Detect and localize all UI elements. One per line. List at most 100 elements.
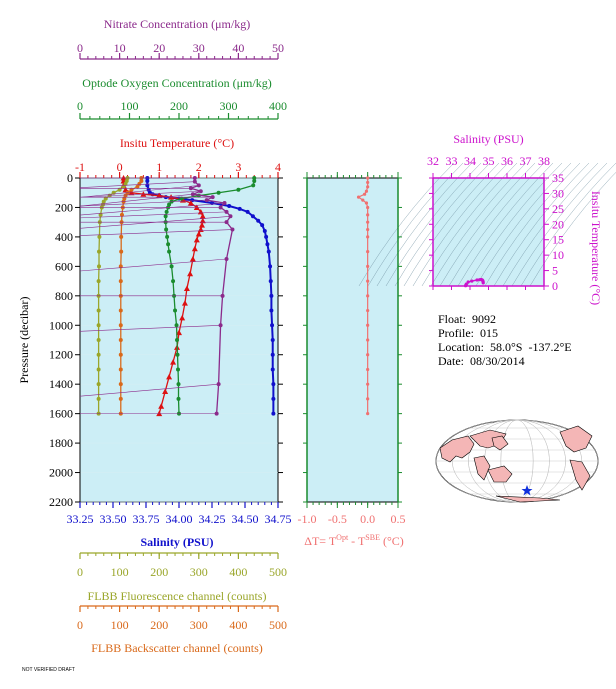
delta-t-point bbox=[366, 294, 370, 298]
delta-t-label-part: (°C) bbox=[380, 534, 404, 548]
data-point-backscatter bbox=[118, 279, 123, 284]
temperature-tick-label: 3 bbox=[235, 160, 241, 174]
data-point-backscatter bbox=[118, 367, 123, 372]
oxygen-tick-label: 0 bbox=[77, 99, 83, 113]
data-point-backscatter bbox=[118, 396, 123, 401]
data-point-backscatter bbox=[119, 249, 124, 254]
data-point-fluorescence bbox=[121, 184, 126, 189]
data-point-fluorescence bbox=[96, 338, 101, 342]
pressure-tick-label: 1800 bbox=[49, 436, 73, 450]
data-point-salinity bbox=[227, 203, 232, 208]
data-point-temperature bbox=[158, 403, 165, 409]
ts-y-tick-label: 35 bbox=[552, 171, 564, 185]
isopycnal-curve bbox=[358, 162, 455, 287]
delta-t-label-part: Opt bbox=[336, 533, 349, 542]
isopycnal-curve bbox=[520, 162, 616, 287]
temperature-tick-label: 0 bbox=[117, 160, 123, 174]
data-point-temperature bbox=[179, 314, 186, 321]
salinity-tick-label: 33.50 bbox=[100, 512, 127, 526]
ts-x-tick-label: 36 bbox=[501, 154, 513, 168]
ts-point bbox=[481, 281, 485, 285]
nitrate-connector bbox=[79, 199, 207, 207]
axes-layer bbox=[75, 53, 549, 612]
delta-t-axis-label: ΔT= TOpt - TSBE (°C) bbox=[304, 533, 404, 548]
data-point-fluorescence bbox=[96, 382, 101, 387]
data-point-temperature bbox=[156, 192, 163, 199]
temperature-tick-label: -1 bbox=[75, 160, 85, 174]
data-point-salinity bbox=[269, 308, 274, 313]
map-landmass bbox=[439, 435, 475, 463]
map-landmass bbox=[487, 465, 513, 483]
isopycnal-curve bbox=[394, 162, 491, 287]
delta-t-tick-label: 0.5 bbox=[391, 512, 406, 526]
data-point-temperature bbox=[191, 245, 198, 252]
fluorescence-tick-label: 100 bbox=[111, 565, 129, 579]
nitrate-tick-label: 40 bbox=[232, 41, 244, 55]
data-point-temperature bbox=[199, 213, 206, 219]
backscatter-tick-label: 300 bbox=[190, 618, 208, 632]
data-point-backscatter bbox=[118, 323, 123, 328]
nitrate-connector bbox=[79, 181, 195, 188]
nitrate-tick-label: 0 bbox=[77, 41, 83, 55]
data-point-oxygen bbox=[179, 196, 184, 201]
data-point-salinity bbox=[270, 367, 275, 372]
nitrate-connector bbox=[79, 211, 227, 219]
data-point-oxygen bbox=[169, 264, 174, 269]
nitrate-connector bbox=[79, 258, 227, 272]
data-point-temperature bbox=[181, 300, 188, 306]
data-point-backscatter bbox=[129, 187, 134, 192]
isopycnal-curve bbox=[385, 162, 482, 287]
world-map bbox=[435, 419, 599, 503]
temperature-axis-title: Insitu Temperature (°C) bbox=[120, 136, 234, 150]
isopycnal-curve bbox=[475, 162, 572, 287]
data-point-salinity bbox=[245, 209, 250, 214]
data-point-oxygen bbox=[176, 367, 181, 372]
delta-t-label-part: ΔT= T bbox=[304, 534, 337, 548]
data-point-temperature bbox=[162, 388, 169, 395]
nitrate-connector bbox=[79, 229, 233, 236]
ts-point bbox=[466, 280, 470, 284]
isopycnal-curve bbox=[439, 162, 536, 287]
data-point-oxygen bbox=[171, 279, 176, 284]
data-point-oxygen bbox=[163, 214, 168, 219]
data-point-oxygen bbox=[252, 176, 257, 180]
isopycnal-curve bbox=[376, 162, 473, 287]
ts-point bbox=[470, 279, 474, 283]
data-point-oxygen bbox=[174, 323, 179, 328]
data-point-fluorescence bbox=[98, 212, 103, 217]
data-point-temperature bbox=[199, 217, 206, 224]
nitrate-connector bbox=[79, 202, 225, 216]
data-point-salinity bbox=[270, 338, 275, 342]
pressure-tick-label: 1400 bbox=[49, 377, 73, 391]
nitrate-connector bbox=[79, 324, 221, 332]
delta-t-point bbox=[364, 189, 369, 193]
ts-point bbox=[475, 278, 479, 282]
clip-spacer bbox=[393, 138, 413, 158]
backscatter-axis-title: FLBB Backscatter channel (counts) bbox=[91, 641, 263, 655]
delta-t-point bbox=[366, 220, 370, 224]
data-point-fluorescence bbox=[117, 187, 122, 192]
ts-x-tick-label: 33 bbox=[446, 154, 458, 168]
ts-x-tick-label: 35 bbox=[483, 154, 495, 168]
data-point-backscatter bbox=[118, 338, 123, 342]
ts-x-tick-label: 37 bbox=[520, 154, 532, 168]
float-location-marker-icon bbox=[521, 485, 533, 496]
data-point-temperature bbox=[128, 189, 135, 196]
pressure-tick-label: 800 bbox=[55, 289, 73, 303]
salinity-tick-label: 34.25 bbox=[199, 512, 226, 526]
data-point-oxygen bbox=[173, 308, 178, 313]
ts-x-tick-label: 32 bbox=[427, 154, 439, 168]
delta-t-point bbox=[366, 397, 370, 401]
data-point-salinity bbox=[145, 178, 150, 183]
data-point-oxygen bbox=[176, 382, 181, 387]
isopycnal-curve bbox=[367, 162, 464, 287]
footer-note: NOT VERIFIED DRAFT bbox=[22, 667, 75, 673]
salinity-tick-label: 33.75 bbox=[133, 512, 160, 526]
isopycnal-curve bbox=[430, 162, 527, 287]
ts-y-axis-label: Insitu Temperature (°C) bbox=[589, 191, 603, 305]
pressure-tick-label: 1600 bbox=[49, 407, 73, 421]
delta-t-tick-label: -0.5 bbox=[328, 512, 347, 526]
ts-y-tick-label: 5 bbox=[552, 264, 558, 278]
data-point-oxygen bbox=[251, 183, 256, 188]
delta-t-label-part: - T bbox=[348, 534, 366, 548]
